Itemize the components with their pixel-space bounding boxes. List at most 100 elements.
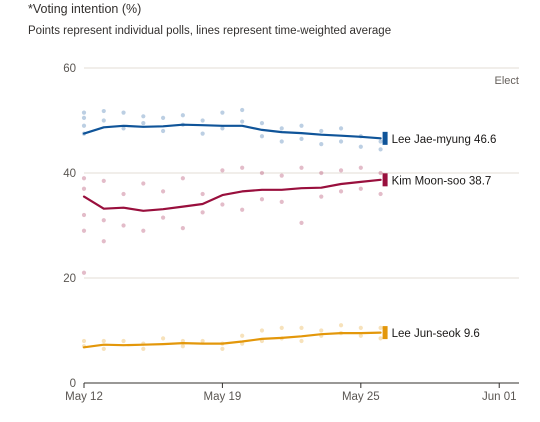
chart-subtitle: *Voting intention (%) <box>28 2 142 16</box>
kim-moon-soo-poll-point <box>81 176 87 181</box>
lee-jae-myung-poll-point <box>81 123 87 128</box>
lee-jun-seok-poll-point <box>101 346 106 351</box>
lee-jun-seok-poll-point <box>378 336 383 341</box>
y-tick-label: 0 <box>70 378 76 390</box>
lee-jae-myung-poll-point <box>81 115 87 120</box>
lee-jae-myung-poll-point <box>220 110 225 115</box>
kim-moon-soo-poll-point <box>101 239 106 244</box>
lee-jun-seok-poll-point <box>299 325 304 330</box>
kim-moon-soo-average-line <box>82 178 382 212</box>
lee-jun-seok-poll-point <box>338 323 344 328</box>
lee-jae-myung-poll-point <box>101 108 106 114</box>
lee-jun-seok-poll-point <box>299 338 304 344</box>
x-tick-label: Jun 01 <box>482 391 517 403</box>
lee-jae-myung-poll-point <box>121 126 126 131</box>
lee-jae-myung-poll-point <box>180 113 185 118</box>
lee-jun-seok-poll-point <box>180 344 185 349</box>
kim-moon-soo-poll-point <box>259 197 265 202</box>
kim-moon-soo-poll-point <box>200 210 205 215</box>
lee-jae-myung-poll-point <box>378 139 383 144</box>
kim-moon-soo-poll-point <box>101 178 106 183</box>
lee-jun-seok-poll-point <box>81 338 87 344</box>
lee-jun-seok-poll-point <box>279 325 284 330</box>
y-tick-label: 20 <box>63 273 76 285</box>
lee-jun-seok-label-marker <box>382 326 388 340</box>
lee-jun-seok-poll-point <box>141 346 146 351</box>
kim-moon-soo-poll-point <box>121 223 126 228</box>
kim-moon-soo-poll-point <box>141 228 146 233</box>
kim-moon-soo-poll-point <box>319 194 324 199</box>
lee-jae-myung-poll-point <box>240 107 245 113</box>
kim-moon-soo-poll-point <box>180 176 185 181</box>
lee-jae-myung-poll-point <box>259 134 265 139</box>
y-tick-label: 60 <box>63 63 76 75</box>
kim-moon-soo-poll-point <box>259 170 265 176</box>
lee-jae-myung-label: Lee Jae-myung 46.6 <box>392 134 497 146</box>
kim-moon-soo-poll-point <box>240 165 245 170</box>
kim-moon-soo-poll-point <box>279 173 284 178</box>
lee-jun-seok-poll-point <box>378 325 383 330</box>
lee-jae-myung-poll-point <box>319 142 324 147</box>
kim-moon-soo-poll-point <box>378 170 383 176</box>
kim-moon-soo-poll-point <box>101 218 106 223</box>
lee-jae-myung-poll-point <box>101 118 106 123</box>
kim-moon-soo-poll-point <box>121 191 126 197</box>
lee-jae-myung-poll-point <box>160 128 166 134</box>
lee-jae-myung-poll-point <box>141 121 146 126</box>
kim-moon-soo-poll-point <box>378 191 383 197</box>
kim-moon-soo-label: Kim Moon-soo 38.7 <box>392 175 492 187</box>
lee-jae-myung-poll-point <box>200 118 205 123</box>
lee-jun-seok-poll-point <box>160 336 166 341</box>
kim-moon-soo-poll-point <box>200 191 205 197</box>
kim-moon-soo-poll-point <box>338 189 344 194</box>
kim-moon-soo-poll-point <box>220 202 225 207</box>
lee-jae-myung-poll-point <box>279 126 284 131</box>
election-annotation: Elect <box>495 75 519 87</box>
kim-moon-soo-poll-point <box>160 189 166 194</box>
lee-jae-myung-poll-point <box>200 131 205 136</box>
lee-jun-seok-poll-point <box>358 333 363 338</box>
lee-jun-seok-poll-point <box>101 338 106 344</box>
kim-moon-soo-poll-point <box>81 228 87 233</box>
lee-jae-myung-poll-point <box>319 128 324 134</box>
lee-jae-myung-poll-point <box>240 119 245 124</box>
lee-jae-myung-poll-point <box>279 139 284 144</box>
lee-jae-myung-poll-point <box>299 123 304 128</box>
lee-jun-seok-poll-point <box>259 328 265 333</box>
kim-moon-soo-poll-point <box>358 186 363 191</box>
lee-jae-myung-poll-point <box>121 110 126 115</box>
kim-moon-soo-poll-point <box>141 181 146 186</box>
kim-moon-soo-poll-point <box>299 220 304 225</box>
lee-jun-seok-poll-point <box>200 338 205 344</box>
kim-moon-soo-poll-point <box>180 226 185 231</box>
x-tick-label: May 12 <box>65 391 103 403</box>
lee-jae-myung-poll-point <box>358 144 363 149</box>
lee-jae-myung-poll-point <box>81 110 87 115</box>
kim-moon-soo-poll-point <box>240 207 245 212</box>
chart-note: Points represent individual polls, lines… <box>28 25 392 37</box>
lee-jun-seok-average-line <box>82 331 382 349</box>
lee-jae-myung-poll-point <box>338 139 344 144</box>
lee-jae-myung-poll-point <box>338 126 344 131</box>
x-tick-label: May 19 <box>204 391 242 403</box>
kim-moon-soo-poll-point <box>160 215 166 220</box>
lee-jae-myung-poll-point <box>220 126 225 131</box>
kim-moon-soo-poll-point <box>338 168 344 173</box>
lee-jun-seok-poll-point <box>240 333 245 338</box>
lee-jun-seok-poll-point <box>220 346 225 351</box>
lee-jun-seok-poll-point <box>319 328 324 333</box>
kim-moon-soo-poll-point <box>319 170 324 176</box>
kim-moon-soo-poll-point <box>299 165 304 170</box>
lee-jae-myung-poll-point <box>141 114 146 119</box>
x-tick-label: May 25 <box>342 391 380 403</box>
lee-jun-seok-poll-point <box>121 338 126 344</box>
lee-jun-seok-label: Lee Jun-seok 9.6 <box>392 328 480 340</box>
lee-jae-myung-poll-point <box>160 115 166 120</box>
kim-moon-soo-poll-point <box>81 270 87 275</box>
kim-moon-soo-poll-point <box>279 199 284 204</box>
kim-moon-soo-poll-point <box>81 212 87 218</box>
kim-moon-soo-poll-point <box>220 168 225 173</box>
lee-jae-myung-poll-point <box>299 136 304 141</box>
kim-moon-soo-label-marker <box>382 173 388 187</box>
